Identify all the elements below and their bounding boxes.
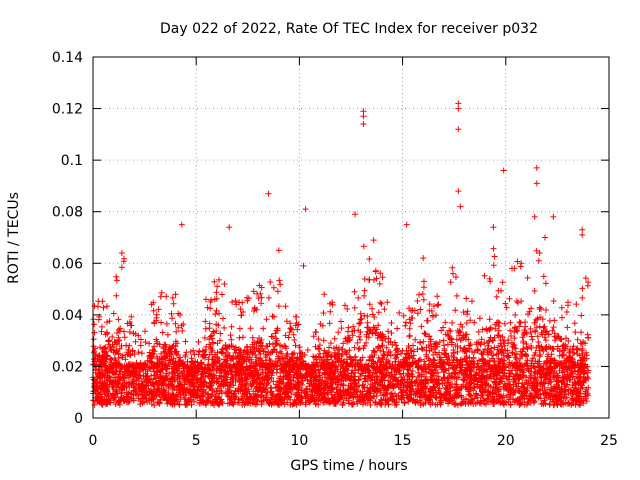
x-tick-label: 0 (89, 433, 98, 449)
x-axis-label: GPS time / hours (290, 458, 407, 474)
y-tick-label: 0.02 (52, 359, 83, 375)
scatter-markers (90, 100, 592, 409)
x-tick-label: 10 (290, 433, 308, 449)
x-tick-label: 5 (192, 433, 201, 449)
y-tick-label: 0.04 (52, 308, 83, 324)
x-tick-label: 15 (394, 433, 412, 449)
axis-ticks: 0 5 10 15 20 25 0 0.02 0.04 0.06 0.08 0.1 0.12 0.14 (52, 50, 618, 449)
y-tick-label: 0.1 (61, 153, 83, 169)
y-tick-label: 0.14 (52, 50, 83, 66)
y-tick-label: 0 (74, 411, 83, 427)
y-tick-label: 0.08 (52, 205, 83, 221)
y-tick-label: 0.06 (52, 256, 83, 272)
y-tick-label: 0.12 (52, 102, 83, 118)
data-points (90, 100, 592, 409)
plot-frame (92, 56, 610, 419)
y-axis-label: ROTI / TECUs (6, 192, 22, 284)
x-tick-label: 25 (600, 433, 618, 449)
chart-title: Day 022 of 2022, Rate Of TEC Index for r… (160, 21, 538, 37)
x-tick-label: 20 (497, 433, 515, 449)
